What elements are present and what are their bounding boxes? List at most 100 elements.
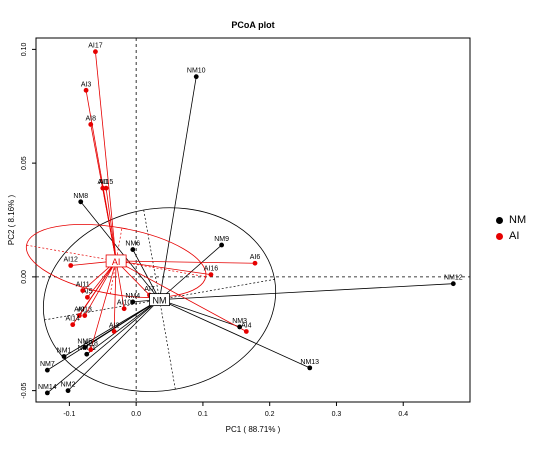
spoke — [159, 76, 197, 300]
data-point — [88, 122, 94, 127]
group-ai — [25, 51, 256, 350]
point-label: AI17 — [88, 43, 103, 50]
data-point — [44, 390, 50, 396]
point-label: AI8 — [85, 115, 96, 122]
centroid-label: NM — [153, 296, 167, 306]
point-label: NM4 — [125, 293, 140, 300]
chart-title: PCoA plot — [231, 20, 274, 30]
x-tick-label: 0.3 — [332, 411, 342, 418]
x-tick-label: 0.2 — [265, 411, 275, 418]
data-point — [450, 281, 456, 287]
data-point — [208, 272, 214, 277]
spoke — [63, 299, 160, 357]
data-point — [130, 299, 136, 305]
data-point — [103, 185, 109, 191]
point-label: AI6 — [250, 254, 261, 261]
spoke — [115, 260, 247, 332]
spoke — [90, 260, 117, 350]
data-point — [121, 306, 127, 312]
data-point — [93, 49, 98, 55]
spoke — [116, 260, 211, 275]
data-point — [193, 74, 199, 80]
data-point — [61, 354, 67, 359]
data-point — [80, 288, 86, 293]
y-tick-label: 0.10 — [21, 42, 28, 56]
spoke — [113, 260, 117, 332]
point-label: NM2 — [61, 382, 76, 389]
spoke — [115, 260, 125, 309]
plot-frame — [35, 37, 471, 403]
data-point — [65, 388, 71, 394]
point-label: NM3 — [232, 318, 247, 325]
point-label: NM9 — [214, 236, 229, 243]
data-point — [307, 365, 313, 371]
spoke — [159, 299, 240, 328]
y-tick-label: 0.00 — [21, 270, 28, 284]
data-point — [252, 260, 258, 266]
point-label: AI4 — [241, 322, 252, 329]
legend-label-ai: AI — [509, 230, 520, 242]
data-point — [82, 345, 88, 350]
x-tick-label: 0.4 — [398, 411, 408, 418]
data-point — [82, 313, 88, 318]
legend-marker-ai — [496, 232, 503, 240]
spoke — [116, 260, 256, 264]
point-label: AI14 — [66, 316, 81, 323]
data-point — [219, 242, 225, 248]
spoke — [86, 299, 160, 355]
data-point — [243, 329, 249, 334]
spoke — [67, 299, 160, 391]
point-label: AI9 — [74, 307, 85, 314]
data-point — [44, 367, 50, 373]
legend-item-ai: AI — [496, 228, 526, 244]
point-label: NM11 — [78, 345, 96, 352]
data-point — [237, 324, 243, 330]
data-point — [78, 199, 84, 205]
spoke — [80, 201, 160, 300]
point-label: AI10 — [117, 300, 132, 307]
data-point — [77, 313, 82, 318]
spoke — [47, 299, 160, 394]
point-label: NM5 — [77, 338, 92, 345]
spoke — [90, 124, 117, 262]
point-label: AI11 — [76, 282, 90, 289]
x-axis-label: PC1 ( 88.71% ) — [226, 425, 281, 434]
point-label: NM8 — [73, 193, 88, 200]
data-point — [83, 87, 89, 93]
x-tick-label: 0.1 — [198, 411, 208, 418]
spoke — [159, 283, 454, 301]
point-label: AI2 — [109, 322, 120, 329]
legend-label-nm: NM — [509, 214, 527, 226]
point-label: NM12 — [444, 275, 463, 282]
x-tick-label: -0.1 — [63, 411, 75, 418]
point-label: NM13 — [300, 359, 319, 366]
point-label: AI1 — [98, 179, 109, 186]
point-label: AI16 — [204, 266, 219, 273]
point-label: AI15 — [99, 179, 114, 186]
point-label: AI12 — [64, 257, 79, 264]
spoke — [95, 51, 117, 261]
group-nm — [42, 76, 454, 394]
centroid-label: AI — [112, 257, 121, 267]
centroid-box — [149, 293, 170, 307]
data-point — [84, 351, 90, 357]
spoke — [47, 299, 160, 371]
data-point — [130, 247, 136, 252]
data-point — [88, 347, 94, 353]
spoke — [159, 244, 222, 300]
point-label: AI3 — [81, 81, 92, 88]
legend-marker-nm — [496, 216, 503, 224]
y-tick-label: 0.05 — [21, 156, 28, 170]
spoke — [132, 249, 160, 300]
y-axis-label: PC2 ( 8.16% ) — [7, 195, 16, 246]
legend-item-nm: NM — [496, 212, 526, 228]
point-label: AI5 — [82, 288, 93, 295]
point-label: NM1 — [57, 348, 72, 355]
point-label: AI7 — [144, 286, 155, 293]
point-label: NM10 — [187, 68, 206, 75]
centroid-box — [105, 254, 127, 268]
data-point — [100, 185, 106, 191]
y-tick-label: -0.05 — [21, 383, 28, 399]
data-point — [111, 329, 117, 334]
